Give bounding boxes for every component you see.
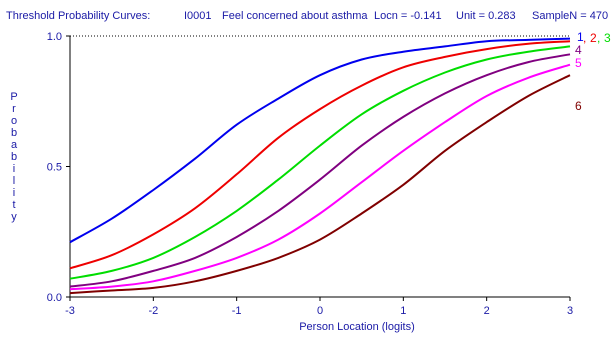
series-end-label: 6 — [575, 99, 582, 113]
x-tick-label: 0 — [317, 305, 323, 317]
series-end-label: 3 — [604, 31, 611, 45]
x-tick-label: 1 — [400, 305, 406, 317]
y-axis-label-letter: o — [11, 115, 17, 127]
item-description: Feel concerned about asthma — [222, 10, 368, 22]
sample-size-readout: SampleN = 470 — [532, 10, 608, 22]
y-tick-label: 0.0 — [47, 292, 62, 304]
x-tick-label: 3 — [567, 305, 573, 317]
threshold-curve-5 — [69, 63, 571, 291]
y-axis-label-letter: y — [11, 211, 17, 223]
chart-title: Threshold Probability Curves: — [6, 10, 150, 22]
threshold-curve-1 — [69, 37, 571, 244]
y-axis-label-letter: l — [13, 175, 15, 187]
threshold-curve-3 — [69, 45, 571, 280]
y-axis-label: Probability — [10, 91, 18, 223]
series-end-label: 5 — [575, 56, 582, 70]
location-readout: Locn = -0.141 — [374, 10, 442, 22]
x-tick-label: 2 — [484, 305, 490, 317]
x-tick-label: -2 — [148, 305, 158, 317]
y-tick-label: 1.0 — [47, 31, 62, 43]
x-tick-label: -1 — [232, 305, 242, 317]
y-axis-label-letter: i — [13, 187, 15, 199]
item-code: I0001 — [184, 10, 212, 22]
series-end-label: , — [597, 31, 600, 45]
y-axis-label-letter: b — [11, 127, 17, 139]
series-end-label: 2 — [590, 31, 597, 45]
threshold-curve-2 — [69, 40, 571, 270]
x-axis-label: Person Location (logits) — [299, 321, 415, 333]
series-end-label: , — [583, 31, 586, 45]
y-axis-label-letter: a — [11, 139, 18, 151]
y-axis-label-letter: b — [11, 151, 17, 163]
axes: -3 -2 -1 0 1 2 3 0.0 0.5 1.0 — [47, 31, 573, 317]
y-axis-label-letter: P — [10, 91, 17, 103]
threshold-curve-6 — [69, 74, 571, 295]
unit-readout: Unit = 0.283 — [456, 10, 516, 22]
threshold-curve-4 — [69, 53, 571, 288]
series-end-label: 4 — [575, 43, 582, 57]
y-tick-label: 0.5 — [47, 162, 62, 174]
y-axis-label-letter: i — [13, 163, 15, 175]
y-axis-label-letter: t — [12, 199, 15, 211]
curves — [69, 37, 571, 295]
series-end-label: 1 — [577, 30, 584, 44]
y-axis-label-letter: r — [12, 103, 16, 115]
x-tick-label: -3 — [65, 305, 75, 317]
